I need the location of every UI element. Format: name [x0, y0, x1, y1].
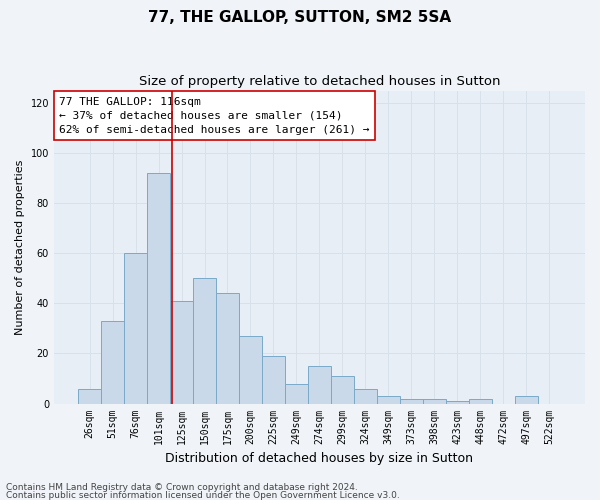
Bar — [262, 356, 285, 404]
Bar — [308, 366, 331, 404]
Bar — [239, 336, 262, 404]
Bar — [377, 396, 400, 404]
Title: Size of property relative to detached houses in Sutton: Size of property relative to detached ho… — [139, 75, 500, 88]
Bar — [285, 384, 308, 404]
Bar — [170, 301, 193, 404]
Bar — [400, 398, 423, 404]
Bar — [101, 321, 124, 404]
Bar — [193, 278, 216, 404]
Text: Contains HM Land Registry data © Crown copyright and database right 2024.: Contains HM Land Registry data © Crown c… — [6, 484, 358, 492]
Bar — [331, 376, 354, 404]
Bar — [124, 254, 147, 404]
Text: 77 THE GALLOP: 116sqm
← 37% of detached houses are smaller (154)
62% of semi-det: 77 THE GALLOP: 116sqm ← 37% of detached … — [59, 97, 370, 135]
Bar — [423, 398, 446, 404]
X-axis label: Distribution of detached houses by size in Sutton: Distribution of detached houses by size … — [166, 452, 473, 465]
Bar — [78, 388, 101, 404]
Bar — [354, 388, 377, 404]
Bar — [216, 294, 239, 404]
Text: 77, THE GALLOP, SUTTON, SM2 5SA: 77, THE GALLOP, SUTTON, SM2 5SA — [148, 10, 452, 25]
Y-axis label: Number of detached properties: Number of detached properties — [15, 160, 25, 334]
Bar — [147, 173, 170, 404]
Text: Contains public sector information licensed under the Open Government Licence v3: Contains public sector information licen… — [6, 491, 400, 500]
Bar — [469, 398, 492, 404]
Bar — [515, 396, 538, 404]
Bar — [446, 401, 469, 404]
